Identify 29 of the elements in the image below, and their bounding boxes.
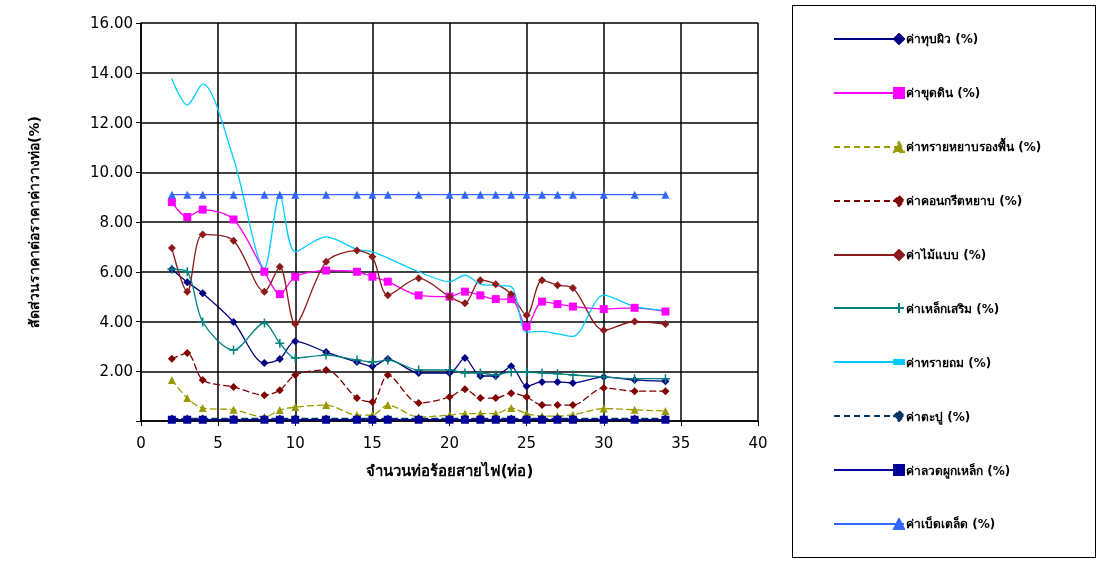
legend-label: ค่าทุบผิว (%): [906, 31, 979, 49]
y-tick-label: 16.00: [90, 14, 133, 32]
legend-label: ค่าลวดผูกเหล็ก (%): [906, 462, 1011, 480]
y-tick-label: 6.00: [99, 262, 133, 281]
y-tick-label: 14.00: [90, 63, 133, 82]
legend-label: ค่าเหล็กเสริม (%): [906, 300, 1000, 318]
x-tick-label: 25: [517, 433, 537, 452]
y-tick-label: 12.00: [90, 113, 133, 132]
legend-label: ค่าคอนกรีตหยาบ (%): [906, 193, 1023, 211]
y-tick-label: 10.00: [90, 163, 133, 182]
x-tick-label: 40: [748, 433, 768, 452]
x-tick-label: 15: [362, 433, 382, 452]
x-tick-label: 10: [285, 433, 305, 452]
x-tick-label: 30: [594, 433, 614, 452]
y-tick-label: 4.00: [99, 312, 133, 331]
legend-label: ค่าไม้แบบ (%): [906, 247, 987, 264]
x-tick-label: 35: [671, 433, 691, 452]
y-tick-label: 2.00: [99, 362, 133, 381]
x-tick-label: 5: [213, 433, 223, 452]
legend-label: ค่าขุดดิน (%): [906, 85, 981, 103]
y-tick-label: 8.00: [99, 213, 133, 231]
x-tick-label: 0: [136, 433, 146, 452]
legend-label: ค่าทรายถม (%): [906, 354, 992, 372]
x-tick-label: 20: [439, 433, 460, 452]
y-axis-title: สัดส่วนราคาต่อราคาค่าวางท่อ(%): [26, 116, 42, 328]
legend-label: ค่าทรายหยาบรองพื้น (%): [906, 137, 1042, 157]
legend-label: ค่าตะปู (%): [906, 408, 971, 426]
legend-label: ค่าเบ็ดเตล็ด (%): [906, 515, 996, 534]
x-axis-title: จำนวนท่อร้อยสายไฟ(ท่อ): [365, 460, 534, 480]
